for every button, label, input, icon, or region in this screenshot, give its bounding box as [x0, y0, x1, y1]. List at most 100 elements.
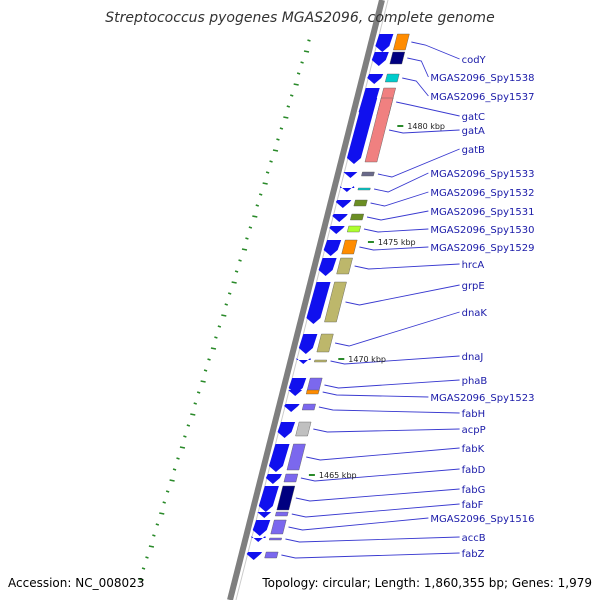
- leader-line: [402, 77, 429, 97]
- gene-arrow-accB[interactable]: [251, 536, 266, 542]
- gene-label-fabG[interactable]: fabG: [462, 485, 486, 496]
- gene-feature-fabH[interactable]: [301, 403, 316, 411]
- gene-label-MGAS2096_Spy1523[interactable]: MGAS2096_Spy1523: [430, 393, 534, 404]
- gc-mark: [155, 523, 160, 526]
- gene-label-MGAS2096_Spy1531[interactable]: MGAS2096_Spy1531: [430, 207, 534, 218]
- gene-feature-gatB[interactable]: [361, 171, 375, 177]
- gene-label-MGAS2096_Spy1529[interactable]: MGAS2096_Spy1529: [430, 243, 534, 254]
- gc-mark: [138, 578, 144, 581]
- gc-mark: [283, 116, 289, 119]
- gene-label-fabH[interactable]: fabH: [462, 409, 486, 420]
- gene-feature-acpP[interactable]: [295, 421, 312, 437]
- gene-arrow-dnaK[interactable]: [298, 334, 318, 354]
- gene-label-grpE[interactable]: grpE: [462, 281, 485, 292]
- gene-label-MGAS2096_Spy1516[interactable]: MGAS2096_Spy1516: [430, 514, 534, 525]
- gene-label-dnaJ[interactable]: dnaJ: [462, 352, 484, 363]
- gene-label-gatC[interactable]: gatC: [462, 112, 485, 123]
- gene-arrow-MGAS2096_Spy1523[interactable]: [288, 390, 304, 396]
- gene-arrow-codY[interactable]: [375, 34, 394, 52]
- gc-mark: [303, 50, 310, 53]
- gene-arrow-fabF[interactable]: [257, 512, 273, 518]
- gene-arrow-grpE[interactable]: [306, 282, 331, 324]
- gc-mark: [217, 325, 222, 328]
- gene-feature-fabG[interactable]: [276, 485, 296, 511]
- gc-mark: [176, 457, 180, 460]
- leader-line: [291, 503, 460, 518]
- gene-feature-fabF[interactable]: [275, 511, 289, 517]
- leader-line: [359, 246, 429, 251]
- accession-text: Accession: NC_008023: [8, 576, 144, 590]
- gene-arrow-MGAS2096_Spy1531[interactable]: [332, 214, 348, 222]
- gene-feature-fabD[interactable]: [283, 473, 299, 483]
- gene-feature-dnaK[interactable]: [316, 333, 334, 353]
- gene-feature-gatA[interactable]: [364, 97, 394, 163]
- gene-feature-MGAS2096_Spy1530[interactable]: [346, 225, 362, 233]
- leader-line: [324, 379, 460, 389]
- gene-feature-MGAS2096_Spy1538[interactable]: [389, 51, 406, 65]
- gene-arrow-gatB[interactable]: [343, 172, 359, 178]
- gene-arrow-fabD[interactable]: [265, 474, 282, 484]
- gene-feature-MGAS2096_Spy1531[interactable]: [350, 213, 365, 221]
- gene-feature-grpE[interactable]: [324, 281, 347, 323]
- gene-arrow-fabZ[interactable]: [246, 552, 263, 560]
- gene-label-fabZ[interactable]: fabZ: [462, 549, 485, 560]
- gene-arrow-MGAS2096_Spy1516[interactable]: [252, 520, 271, 536]
- gene-arrow-MGAS2096_Spy1537[interactable]: [367, 74, 384, 84]
- gene-label-fabD[interactable]: fabD: [462, 465, 486, 476]
- gene-feature-fabK[interactable]: [286, 443, 306, 471]
- gene-arrow-fabK[interactable]: [268, 444, 290, 472]
- gene-label-dnaK[interactable]: dnaK: [462, 308, 488, 319]
- gene-label-hrcA[interactable]: hrcA: [462, 260, 485, 271]
- gene-label-fabK[interactable]: fabK: [462, 444, 485, 455]
- gene-arrow-MGAS2096_Spy1529[interactable]: [323, 240, 342, 256]
- gene-label-acpP[interactable]: acpP: [462, 425, 486, 436]
- gene-arrow-MGAS2096_Spy1530[interactable]: [329, 226, 345, 234]
- leader-line: [388, 129, 460, 134]
- gc-mark: [152, 534, 156, 537]
- gene-feature-MGAS2096_Spy1533[interactable]: [357, 187, 371, 191]
- leader-line: [354, 263, 460, 270]
- leader-line: [300, 468, 460, 482]
- gene-feature-codY[interactable]: [393, 33, 410, 51]
- gc-mark: [300, 61, 304, 64]
- gene-labels: codY MGAS2096_Spy1538 MGAS2096_Spy1537 gatC…: [281, 41, 534, 560]
- gene-arrow-gatA[interactable]: [346, 98, 378, 164]
- gene-feature-accB[interactable]: [268, 537, 282, 541]
- gene-label-gatA[interactable]: gatA: [462, 126, 485, 137]
- gc-mark: [262, 182, 268, 185]
- gc-mark: [179, 446, 186, 449]
- gene-arrow-fabG[interactable]: [258, 486, 279, 512]
- topology-text: Topology: circular; Length: 1,860,355 bp…: [261, 576, 592, 590]
- gene-feature-dnaJ[interactable]: [314, 359, 328, 363]
- gene-arrow-MGAS2096_Spy1533[interactable]: [339, 186, 355, 192]
- gene-label-phaB[interactable]: phaB: [462, 376, 488, 387]
- gene-arrow-hrcA[interactable]: [318, 258, 337, 276]
- gene-label-MGAS2096_Spy1537[interactable]: MGAS2096_Spy1537: [430, 92, 534, 103]
- gc-skew-track: [138, 39, 311, 581]
- gene-label-MGAS2096_Spy1538[interactable]: MGAS2096_Spy1538: [430, 73, 534, 84]
- gene-arrow-MGAS2096_Spy1532[interactable]: [335, 200, 352, 208]
- leader-line: [306, 447, 460, 461]
- leader-line: [374, 172, 429, 193]
- gene-feature-hrcA[interactable]: [336, 257, 353, 275]
- gene-label-fabF[interactable]: fabF: [462, 500, 484, 511]
- gene-label-gatB[interactable]: gatB: [462, 145, 485, 156]
- gene-feature-fabZ[interactable]: [264, 551, 279, 559]
- gene-feature-MGAS2096_Spy1523[interactable]: [305, 389, 320, 395]
- gene-label-codY[interactable]: codY: [462, 55, 487, 66]
- gc-mark: [214, 336, 218, 339]
- gc-mark: [172, 468, 177, 471]
- gene-arrow-MGAS2096_Spy1538[interactable]: [371, 52, 389, 66]
- gene-feature-MGAS2096_Spy1529[interactable]: [341, 239, 358, 255]
- gene-label-MGAS2096_Spy1532[interactable]: MGAS2096_Spy1532: [430, 188, 534, 199]
- gene-label-MGAS2096_Spy1533[interactable]: MGAS2096_Spy1533: [430, 169, 534, 180]
- gene-feature-MGAS2096_Spy1516[interactable]: [270, 519, 287, 535]
- gene-arrow-fabH[interactable]: [284, 404, 300, 412]
- gene-label-MGAS2096_Spy1530[interactable]: MGAS2096_Spy1530: [430, 225, 534, 236]
- gene-arrow-acpP[interactable]: [277, 422, 296, 438]
- gene-label-accB[interactable]: accB: [462, 533, 486, 544]
- gene-feature-MGAS2096_Spy1532[interactable]: [353, 199, 368, 207]
- gene-feature-MGAS2096_Spy1537[interactable]: [384, 73, 400, 83]
- gene-arrow-dnaJ[interactable]: [296, 358, 311, 364]
